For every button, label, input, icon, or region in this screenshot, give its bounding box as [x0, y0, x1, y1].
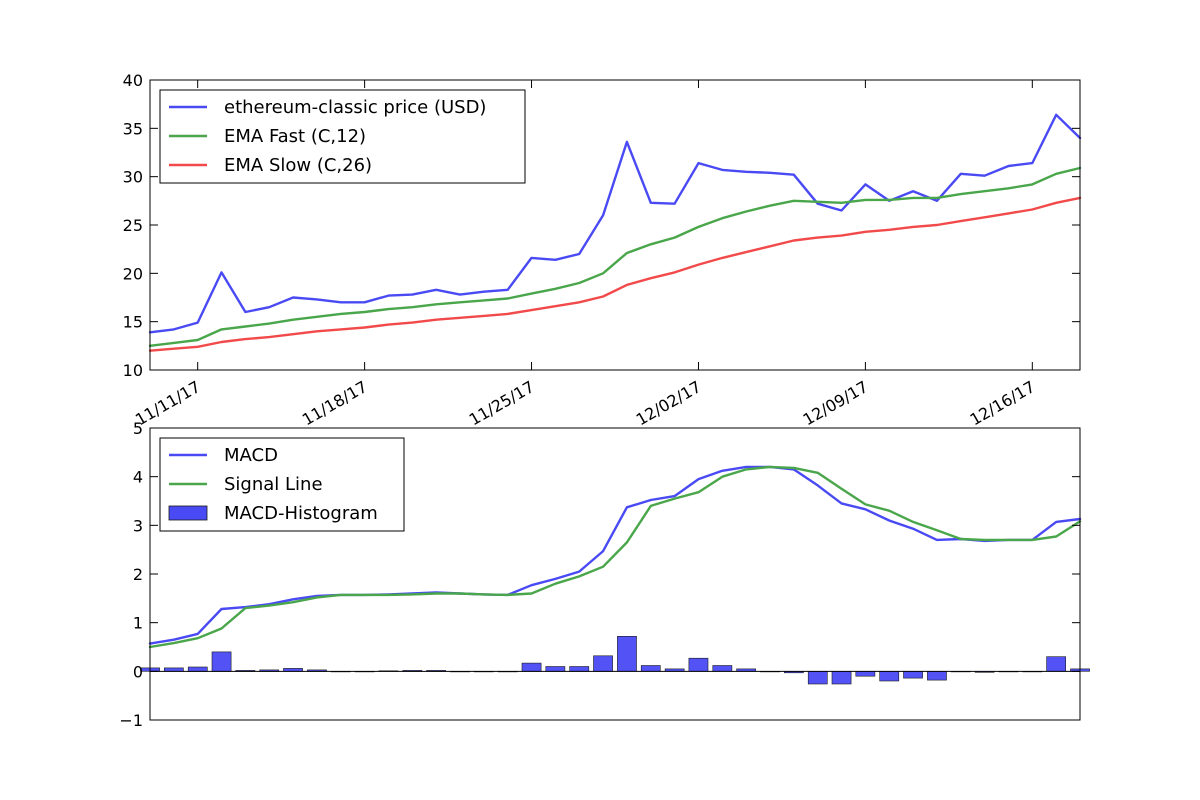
- histogram-bar: [569, 666, 590, 672]
- y-tick-label: 4: [133, 468, 143, 487]
- histogram-bar: [617, 635, 637, 672]
- legend-label: MACD: [224, 445, 278, 466]
- y-tick-label: −1: [119, 711, 143, 730]
- histogram-bar: [927, 670, 947, 681]
- histogram-bar: [879, 670, 900, 682]
- series-line-0: [148, 113, 1082, 334]
- series-line-2: [148, 196, 1082, 352]
- y-tick-label: 25: [123, 216, 143, 235]
- histogram-bar: [545, 666, 566, 672]
- histogram-bar: [640, 665, 661, 672]
- y-tick-label: 3: [133, 516, 143, 535]
- legend: ethereum-classic price (USD) EMA Fast (C,…: [159, 89, 526, 184]
- histogram-bar: [688, 657, 709, 672]
- legend-label: EMA Fast (C,12): [224, 126, 366, 147]
- histogram-bar: [831, 670, 852, 685]
- legend: MACD Signal Line MACD-Histogram: [159, 437, 405, 532]
- legend-label: EMA Slow (C,26): [224, 155, 372, 176]
- series-line-1: [148, 166, 1082, 347]
- y-tick-label: 10: [123, 361, 143, 380]
- histogram-bar: [855, 670, 876, 677]
- series-line-1: [148, 465, 1082, 649]
- histogram-bar: [1046, 656, 1066, 672]
- histogram-bar: [712, 665, 733, 672]
- series-line-0: [148, 465, 1082, 645]
- legend-label: ethereum-classic price (USD): [224, 97, 486, 118]
- macd-chart-panel: −1 0 1 2 3 4 5 MACD Signal Line MACD-Histogram: [119, 419, 1090, 730]
- histogram-bar: [807, 670, 828, 685]
- y-tick-label: 20: [123, 264, 143, 283]
- legend-label: Signal Line: [224, 474, 323, 495]
- histogram-bar: [903, 670, 923, 679]
- histogram-bar: [164, 667, 184, 672]
- histogram-bar: [593, 655, 613, 672]
- histogram-bar: [211, 651, 232, 672]
- y-tick-label: 2: [133, 565, 143, 584]
- y-tick-label: 35: [123, 119, 143, 138]
- histogram-bar: [187, 666, 208, 672]
- legend-label: MACD-Histogram: [224, 503, 378, 524]
- y-tick-label: 30: [123, 168, 143, 187]
- y-tick-label: 15: [123, 313, 143, 332]
- y-tick-label: 5: [133, 419, 143, 438]
- histogram-bar: [521, 662, 542, 672]
- y-tick-label: 1: [133, 614, 143, 633]
- y-tick-label: 0: [133, 662, 143, 681]
- y-tick-label: 40: [123, 71, 143, 90]
- legend-box: [159, 89, 526, 184]
- legend-swatch: [168, 505, 208, 521]
